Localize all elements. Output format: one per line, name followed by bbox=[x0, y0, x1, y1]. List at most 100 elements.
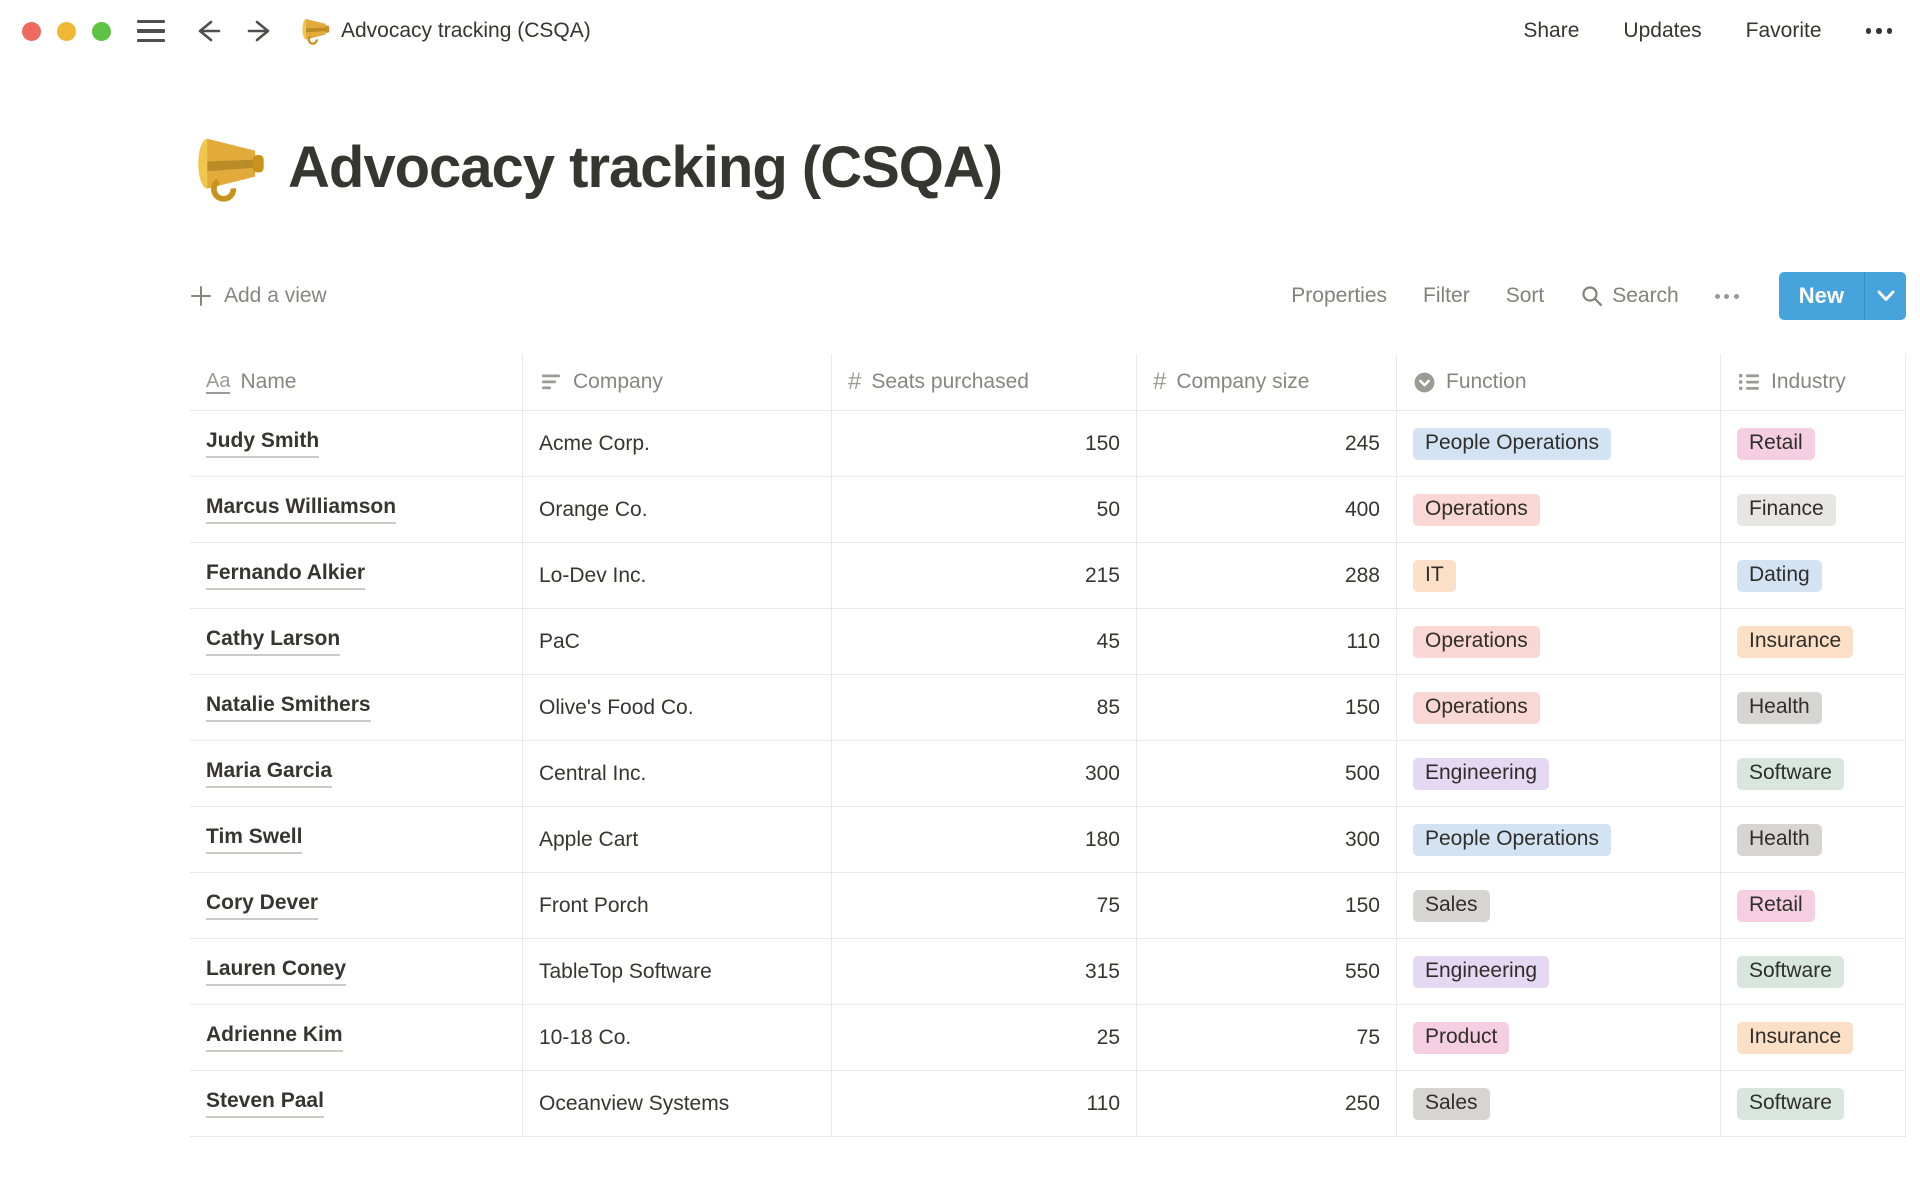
function-cell[interactable]: Product bbox=[1397, 1005, 1721, 1070]
name-cell[interactable]: Marcus Williamson bbox=[190, 477, 523, 542]
function-cell[interactable]: IT bbox=[1397, 543, 1721, 608]
company-size-cell[interactable]: 150 bbox=[1137, 675, 1397, 740]
page-link[interactable]: Steven Paal bbox=[206, 1089, 324, 1118]
updates-button[interactable]: Updates bbox=[1623, 19, 1702, 42]
function-cell[interactable]: Operations bbox=[1397, 675, 1721, 740]
seats-purchased-cell[interactable]: 75 bbox=[832, 873, 1137, 938]
seats-purchased-cell[interactable]: 180 bbox=[832, 807, 1137, 872]
company-size-cell[interactable]: 550 bbox=[1137, 939, 1397, 1004]
sort-button[interactable]: Sort bbox=[1505, 284, 1545, 307]
company-cell[interactable]: PaC bbox=[523, 609, 832, 674]
industry-cell[interactable]: Finance bbox=[1721, 477, 1906, 542]
page-link[interactable]: Cathy Larson bbox=[206, 627, 341, 656]
name-cell[interactable]: Cory Dever bbox=[190, 873, 523, 938]
industry-cell[interactable]: Software bbox=[1721, 939, 1906, 1004]
seats-purchased-cell[interactable]: 25 bbox=[832, 1005, 1137, 1070]
favorite-button[interactable]: Favorite bbox=[1745, 19, 1822, 42]
page-link[interactable]: Marcus Williamson bbox=[206, 495, 397, 524]
new-record-button[interactable]: New bbox=[1778, 272, 1906, 320]
seats-purchased-cell[interactable]: 45 bbox=[832, 609, 1137, 674]
name-cell[interactable]: Lauren Coney bbox=[190, 939, 523, 1004]
seats-purchased-cell[interactable]: 110 bbox=[832, 1071, 1137, 1136]
industry-cell[interactable]: Software bbox=[1721, 741, 1906, 806]
filter-button[interactable]: Filter bbox=[1423, 284, 1470, 307]
industry-cell[interactable]: Software bbox=[1721, 1071, 1906, 1136]
name-cell[interactable]: Steven Paal bbox=[190, 1071, 523, 1136]
industry-cell[interactable]: Dating bbox=[1721, 543, 1906, 608]
page-link[interactable]: Cory Dever bbox=[206, 891, 319, 920]
company-cell[interactable]: Olive's Food Co. bbox=[523, 675, 832, 740]
column-header-name[interactable]: Aa Name bbox=[190, 354, 523, 410]
page-link[interactable]: Judy Smith bbox=[206, 429, 320, 458]
company-size-cell[interactable]: 245 bbox=[1137, 411, 1397, 476]
share-button[interactable]: Share bbox=[1523, 19, 1580, 42]
function-cell[interactable]: Sales bbox=[1397, 1071, 1721, 1136]
megaphone-page-icon[interactable] bbox=[190, 129, 268, 207]
company-size-cell[interactable]: 288 bbox=[1137, 543, 1397, 608]
name-cell[interactable]: Fernando Alkier bbox=[190, 543, 523, 608]
company-cell[interactable]: Oceanview Systems bbox=[523, 1071, 832, 1136]
seats-purchased-cell[interactable]: 300 bbox=[832, 741, 1137, 806]
name-cell[interactable]: Tim Swell bbox=[190, 807, 523, 872]
function-cell[interactable]: Sales bbox=[1397, 873, 1721, 938]
function-cell[interactable]: Operations bbox=[1397, 609, 1721, 674]
page-link[interactable]: Fernando Alkier bbox=[206, 561, 366, 590]
company-cell[interactable]: TableTop Software bbox=[523, 939, 832, 1004]
page-link[interactable]: Adrienne Kim bbox=[206, 1023, 343, 1052]
company-size-cell[interactable]: 500 bbox=[1137, 741, 1397, 806]
name-cell[interactable]: Judy Smith bbox=[190, 411, 523, 476]
function-cell[interactable]: People Operations bbox=[1397, 807, 1721, 872]
industry-cell[interactable]: Insurance bbox=[1721, 1005, 1906, 1070]
seats-purchased-cell[interactable]: 50 bbox=[832, 477, 1137, 542]
seats-purchased-cell[interactable]: 315 bbox=[832, 939, 1137, 1004]
industry-cell[interactable]: Health bbox=[1721, 675, 1906, 740]
company-cell[interactable]: Central Inc. bbox=[523, 741, 832, 806]
company-cell[interactable]: 10-18 Co. bbox=[523, 1005, 832, 1070]
more-options-icon[interactable] bbox=[1865, 28, 1892, 34]
search-button[interactable]: Search bbox=[1580, 284, 1679, 308]
industry-cell[interactable]: Retail bbox=[1721, 411, 1906, 476]
industry-cell[interactable]: Health bbox=[1721, 807, 1906, 872]
name-cell[interactable]: Adrienne Kim bbox=[190, 1005, 523, 1070]
column-header-industry[interactable]: Industry bbox=[1721, 354, 1906, 410]
add-view-button[interactable]: Add a view bbox=[190, 284, 327, 308]
function-cell[interactable]: Operations bbox=[1397, 477, 1721, 542]
close-window-button[interactable] bbox=[22, 21, 41, 41]
company-size-cell[interactable]: 300 bbox=[1137, 807, 1397, 872]
industry-cell[interactable]: Insurance bbox=[1721, 609, 1906, 674]
industry-cell[interactable]: Retail bbox=[1721, 873, 1906, 938]
company-size-cell[interactable]: 400 bbox=[1137, 477, 1397, 542]
company-cell[interactable]: Orange Co. bbox=[523, 477, 832, 542]
company-cell[interactable]: Front Porch bbox=[523, 873, 832, 938]
company-size-cell[interactable]: 250 bbox=[1137, 1071, 1397, 1136]
page-link[interactable]: Tim Swell bbox=[206, 825, 303, 854]
name-cell[interactable]: Cathy Larson bbox=[190, 609, 523, 674]
company-cell[interactable]: Apple Cart bbox=[523, 807, 832, 872]
column-header-function[interactable]: Function bbox=[1397, 354, 1721, 410]
function-cell[interactable]: Engineering bbox=[1397, 741, 1721, 806]
page-link[interactable]: Natalie Smithers bbox=[206, 693, 371, 722]
company-cell[interactable]: Acme Corp. bbox=[523, 411, 832, 476]
column-header-seats[interactable]: # Seats purchased bbox=[832, 354, 1137, 410]
company-size-cell[interactable]: 75 bbox=[1137, 1005, 1397, 1070]
view-more-options-icon[interactable] bbox=[1714, 293, 1739, 299]
company-cell[interactable]: Lo-Dev Inc. bbox=[523, 543, 832, 608]
new-button-dropdown[interactable] bbox=[1864, 272, 1906, 320]
new-button-label[interactable]: New bbox=[1798, 283, 1844, 308]
company-size-cell[interactable]: 110 bbox=[1137, 609, 1397, 674]
function-cell[interactable]: Engineering bbox=[1397, 939, 1721, 1004]
zoom-window-button[interactable] bbox=[92, 21, 111, 41]
seats-purchased-cell[interactable]: 150 bbox=[832, 411, 1137, 476]
name-cell[interactable]: Maria Garcia bbox=[190, 741, 523, 806]
properties-button[interactable]: Properties bbox=[1291, 284, 1388, 307]
function-cell[interactable]: People Operations bbox=[1397, 411, 1721, 476]
seats-purchased-cell[interactable]: 85 bbox=[832, 675, 1137, 740]
name-cell[interactable]: Natalie Smithers bbox=[190, 675, 523, 740]
back-arrow-icon[interactable] bbox=[191, 18, 221, 44]
seats-purchased-cell[interactable]: 215 bbox=[832, 543, 1137, 608]
company-size-cell[interactable]: 150 bbox=[1137, 873, 1397, 938]
sidebar-menu-icon[interactable] bbox=[137, 19, 165, 43]
page-link[interactable]: Lauren Coney bbox=[206, 957, 347, 986]
column-header-company[interactable]: Company bbox=[523, 354, 832, 410]
minimize-window-button[interactable] bbox=[57, 21, 76, 41]
